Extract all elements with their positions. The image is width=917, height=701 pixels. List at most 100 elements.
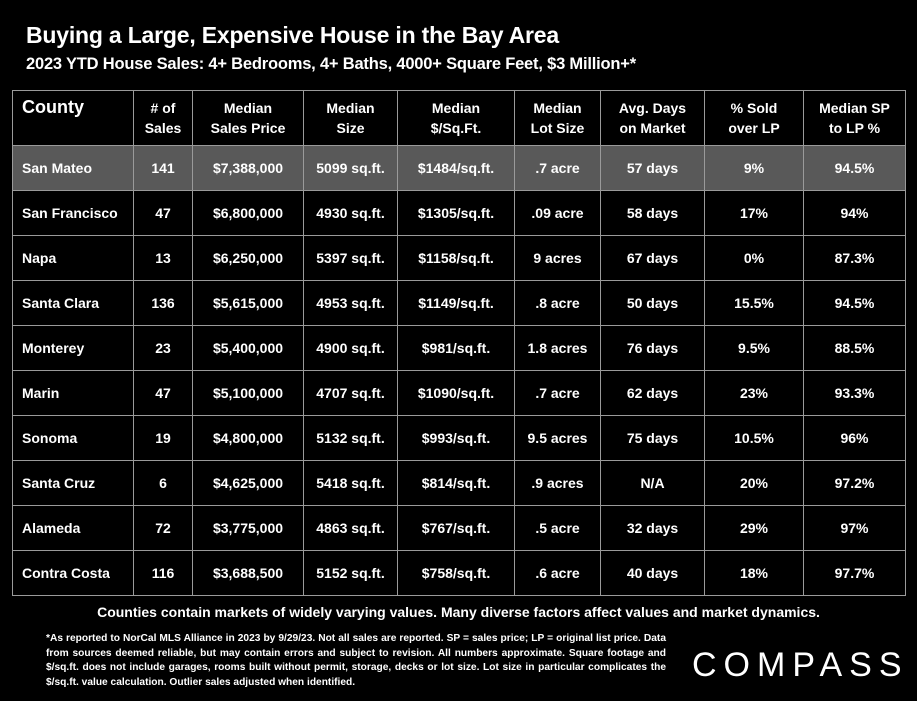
cell-sp-lp: 97.7%	[803, 550, 906, 596]
cell-dom: 76 days	[600, 325, 705, 371]
page-title: Buying a Large, Expensive House in the B…	[26, 22, 559, 48]
cell-price: $5,100,000	[192, 370, 304, 416]
cell-price: $4,625,000	[192, 460, 304, 506]
cell-lot: 1.8 acres	[514, 325, 601, 371]
cell-price: $3,775,000	[192, 505, 304, 551]
header-sp-lp: Median SP to LP %	[803, 90, 906, 146]
cell-ppsf: $981/sq.ft.	[397, 325, 515, 371]
cell-size: 5152 sq.ft.	[303, 550, 398, 596]
cell-over-lp: 9.5%	[704, 325, 804, 371]
cell-over-lp: 29%	[704, 505, 804, 551]
cell-price: $5,400,000	[192, 325, 304, 371]
cell-size: 4863 sq.ft.	[303, 505, 398, 551]
cell-county: Santa Clara	[12, 280, 134, 326]
cell-dom: 40 days	[600, 550, 705, 596]
footer-note: Counties contain markets of widely varyi…	[97, 604, 820, 620]
header-dom: Avg. Days on Market	[600, 90, 705, 146]
cell-lot: 9 acres	[514, 235, 601, 281]
cell-ppsf: $1484/sq.ft.	[397, 145, 515, 191]
cell-lot: 9.5 acres	[514, 415, 601, 461]
cell-ppsf: $758/sq.ft.	[397, 550, 515, 596]
header-row: County # of Sales Median Sales Price Media…	[12, 90, 906, 146]
cell-sp-lp: 94.5%	[803, 280, 906, 326]
cell-price: $3,688,500	[192, 550, 304, 596]
table-row: Santa Clara 136 $5,615,000 4953 sq.ft. $1149…	[12, 280, 906, 326]
cell-sp-lp: 97%	[803, 505, 906, 551]
cell-lot: .9 acres	[514, 460, 601, 506]
cell-price: $4,800,000	[192, 415, 304, 461]
cell-county: Sonoma	[12, 415, 134, 461]
cell-county: Alameda	[12, 505, 134, 551]
cell-dom: 75 days	[600, 415, 705, 461]
cell-ppsf: $1090/sq.ft.	[397, 370, 515, 416]
table-row: Marin 47 $5,100,000 4707 sq.ft. $1090/sq.ft.…	[12, 370, 906, 416]
cell-dom: 50 days	[600, 280, 705, 326]
cell-sp-lp: 97.2%	[803, 460, 906, 506]
cell-sales: 47	[133, 190, 193, 236]
cell-over-lp: 0%	[704, 235, 804, 281]
table-row: Santa Cruz 6 $4,625,000 5418 sq.ft. $814/sq.…	[12, 460, 906, 506]
cell-over-lp: 9%	[704, 145, 804, 191]
cell-lot: .09 acre	[514, 190, 601, 236]
cell-sales: 23	[133, 325, 193, 371]
cell-ppsf: $814/sq.ft.	[397, 460, 515, 506]
cell-price: $6,250,000	[192, 235, 304, 281]
cell-sales: 19	[133, 415, 193, 461]
cell-sales: 136	[133, 280, 193, 326]
cell-lot: .5 acre	[514, 505, 601, 551]
cell-lot: .7 acre	[514, 370, 601, 416]
header-over-lp: % Sold over LP	[704, 90, 804, 146]
cell-sales: 116	[133, 550, 193, 596]
cell-lot: .8 acre	[514, 280, 601, 326]
header-price: Median Sales Price	[192, 90, 304, 146]
cell-ppsf: $1158/sq.ft.	[397, 235, 515, 281]
cell-size: 5397 sq.ft.	[303, 235, 398, 281]
cell-size: 5099 sq.ft.	[303, 145, 398, 191]
cell-over-lp: 18%	[704, 550, 804, 596]
cell-county: Contra Costa	[12, 550, 134, 596]
cell-sp-lp: 88.5%	[803, 325, 906, 371]
cell-over-lp: 10.5%	[704, 415, 804, 461]
page-subtitle: 2023 YTD House Sales: 4+ Bedrooms, 4+ Ba…	[26, 55, 636, 73]
cell-dom: 67 days	[600, 235, 705, 281]
cell-county: Santa Cruz	[12, 460, 134, 506]
cell-size: 5132 sq.ft.	[303, 415, 398, 461]
sales-table: County # of Sales Median Sales Price Media…	[12, 90, 906, 596]
cell-sp-lp: 94.5%	[803, 145, 906, 191]
cell-over-lp: 15.5%	[704, 280, 804, 326]
cell-sales: 141	[133, 145, 193, 191]
cell-sp-lp: 93.3%	[803, 370, 906, 416]
cell-sp-lp: 87.3%	[803, 235, 906, 281]
header-ppsf: Median $/Sq.Ft.	[397, 90, 515, 146]
table-row: Monterey 23 $5,400,000 4900 sq.ft. $981/sq.f…	[12, 325, 906, 371]
cell-price: $7,388,000	[192, 145, 304, 191]
cell-over-lp: 23%	[704, 370, 804, 416]
cell-county: Monterey	[12, 325, 134, 371]
cell-lot: .6 acre	[514, 550, 601, 596]
cell-lot: .7 acre	[514, 145, 601, 191]
header-size: Median Size	[303, 90, 398, 146]
cell-sales: 47	[133, 370, 193, 416]
header-sales: # of Sales	[133, 90, 193, 146]
cell-ppsf: $1149/sq.ft.	[397, 280, 515, 326]
cell-dom: 62 days	[600, 370, 705, 416]
cell-ppsf: $993/sq.ft.	[397, 415, 515, 461]
cell-dom: 32 days	[600, 505, 705, 551]
table-row: Napa 13 $6,250,000 5397 sq.ft. $1158/sq.ft. 9…	[12, 235, 906, 281]
cell-size: 4900 sq.ft.	[303, 325, 398, 371]
cell-dom: N/A	[600, 460, 705, 506]
cell-size: 5418 sq.ft.	[303, 460, 398, 506]
cell-sp-lp: 94%	[803, 190, 906, 236]
cell-county: San Mateo	[12, 145, 134, 191]
cell-ppsf: $1305/sq.ft.	[397, 190, 515, 236]
cell-over-lp: 20%	[704, 460, 804, 506]
table-row: Alameda 72 $3,775,000 4863 sq.ft. $767/sq.ft…	[12, 505, 906, 551]
cell-size: 4707 sq.ft.	[303, 370, 398, 416]
cell-size: 4953 sq.ft.	[303, 280, 398, 326]
cell-price: $5,615,000	[192, 280, 304, 326]
table-row: Contra Costa 116 $3,688,500 5152 sq.ft. $758…	[12, 550, 906, 596]
header-lot: Median Lot Size	[514, 90, 601, 146]
cell-sales: 13	[133, 235, 193, 281]
compass-logo: COMPASS	[692, 646, 909, 684]
table-body: San Mateo 141 $7,388,000 5099 sq.ft. $1484/s…	[12, 145, 906, 596]
